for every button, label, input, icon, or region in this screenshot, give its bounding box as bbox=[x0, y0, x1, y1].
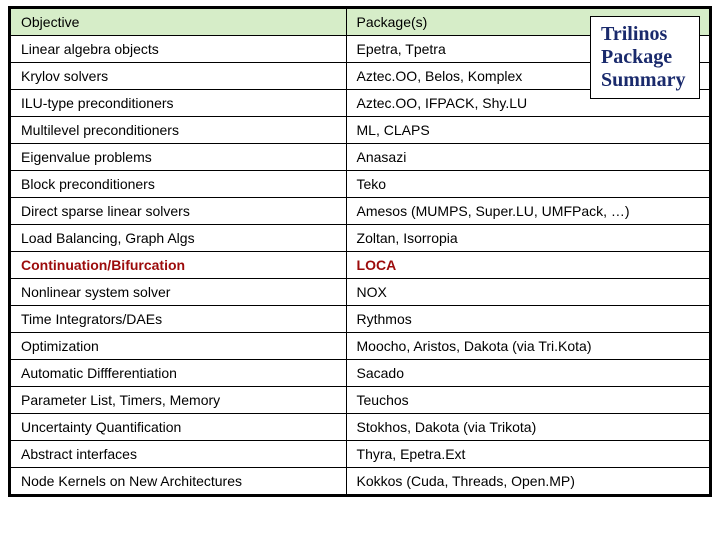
cell-objective: Node Kernels on New Architectures bbox=[11, 468, 347, 495]
cell-objective: Abstract interfaces bbox=[11, 441, 347, 468]
title-line-2: Package bbox=[601, 46, 689, 69]
table-row: Nonlinear system solverNOX bbox=[11, 279, 710, 306]
table-row: Node Kernels on New ArchitecturesKokkos … bbox=[11, 468, 710, 495]
table-row: OptimizationMoocho, Aristos, Dakota (via… bbox=[11, 333, 710, 360]
cell-objective: Optimization bbox=[11, 333, 347, 360]
table-row: Load Balancing, Graph AlgsZoltan, Isorro… bbox=[11, 225, 710, 252]
table-row-highlighted: Continuation/BifurcationLOCA bbox=[11, 252, 710, 279]
title-box: Trilinos Package Summary bbox=[590, 16, 700, 99]
title-line-3: Summary bbox=[601, 69, 689, 92]
cell-objective: Krylov solvers bbox=[11, 63, 347, 90]
cell-packages: Rythmos bbox=[346, 306, 709, 333]
table-row: Eigenvalue problemsAnasazi bbox=[11, 144, 710, 171]
cell-objective: Eigenvalue problems bbox=[11, 144, 347, 171]
cell-objective: Nonlinear system solver bbox=[11, 279, 347, 306]
cell-objective: Continuation/Bifurcation bbox=[11, 252, 347, 279]
cell-objective: Load Balancing, Graph Algs bbox=[11, 225, 347, 252]
title-line-1: Trilinos bbox=[601, 23, 689, 46]
table-row: Automatic DiffferentiationSacado bbox=[11, 360, 710, 387]
cell-objective: Automatic Diffferentiation bbox=[11, 360, 347, 387]
col-header-objective: Objective bbox=[11, 9, 347, 36]
cell-packages: Sacado bbox=[346, 360, 709, 387]
cell-packages: LOCA bbox=[346, 252, 709, 279]
cell-packages: Kokkos (Cuda, Threads, Open.MP) bbox=[346, 468, 709, 495]
cell-packages: ML, CLAPS bbox=[346, 117, 709, 144]
cell-objective: Multilevel preconditioners bbox=[11, 117, 347, 144]
table-body: Linear algebra objectsEpetra, Tpetra Kry… bbox=[11, 36, 710, 495]
table-row: Uncertainty QuantificationStokhos, Dakot… bbox=[11, 414, 710, 441]
cell-packages: Stokhos, Dakota (via Trikota) bbox=[346, 414, 709, 441]
cell-packages: Amesos (MUMPS, Super.LU, UMFPack, …) bbox=[346, 198, 709, 225]
cell-packages: Teuchos bbox=[346, 387, 709, 414]
cell-objective: Time Integrators/DAEs bbox=[11, 306, 347, 333]
cell-packages: Zoltan, Isorropia bbox=[346, 225, 709, 252]
cell-packages: Anasazi bbox=[346, 144, 709, 171]
cell-objective: Parameter List, Timers, Memory bbox=[11, 387, 347, 414]
table-row: Parameter List, Timers, MemoryTeuchos bbox=[11, 387, 710, 414]
table-row: Time Integrators/DAEsRythmos bbox=[11, 306, 710, 333]
cell-packages: Moocho, Aristos, Dakota (via Tri.Kota) bbox=[346, 333, 709, 360]
table-row: Abstract interfacesThyra, Epetra.Ext bbox=[11, 441, 710, 468]
cell-packages: NOX bbox=[346, 279, 709, 306]
table-row: Multilevel preconditionersML, CLAPS bbox=[11, 117, 710, 144]
table-row: Block preconditionersTeko bbox=[11, 171, 710, 198]
cell-objective: Block preconditioners bbox=[11, 171, 347, 198]
cell-objective: Direct sparse linear solvers bbox=[11, 198, 347, 225]
cell-objective: ILU-type preconditioners bbox=[11, 90, 347, 117]
cell-objective: Linear algebra objects bbox=[11, 36, 347, 63]
table-row: Direct sparse linear solversAmesos (MUMP… bbox=[11, 198, 710, 225]
cell-packages: Teko bbox=[346, 171, 709, 198]
cell-packages: Thyra, Epetra.Ext bbox=[346, 441, 709, 468]
cell-objective: Uncertainty Quantification bbox=[11, 414, 347, 441]
